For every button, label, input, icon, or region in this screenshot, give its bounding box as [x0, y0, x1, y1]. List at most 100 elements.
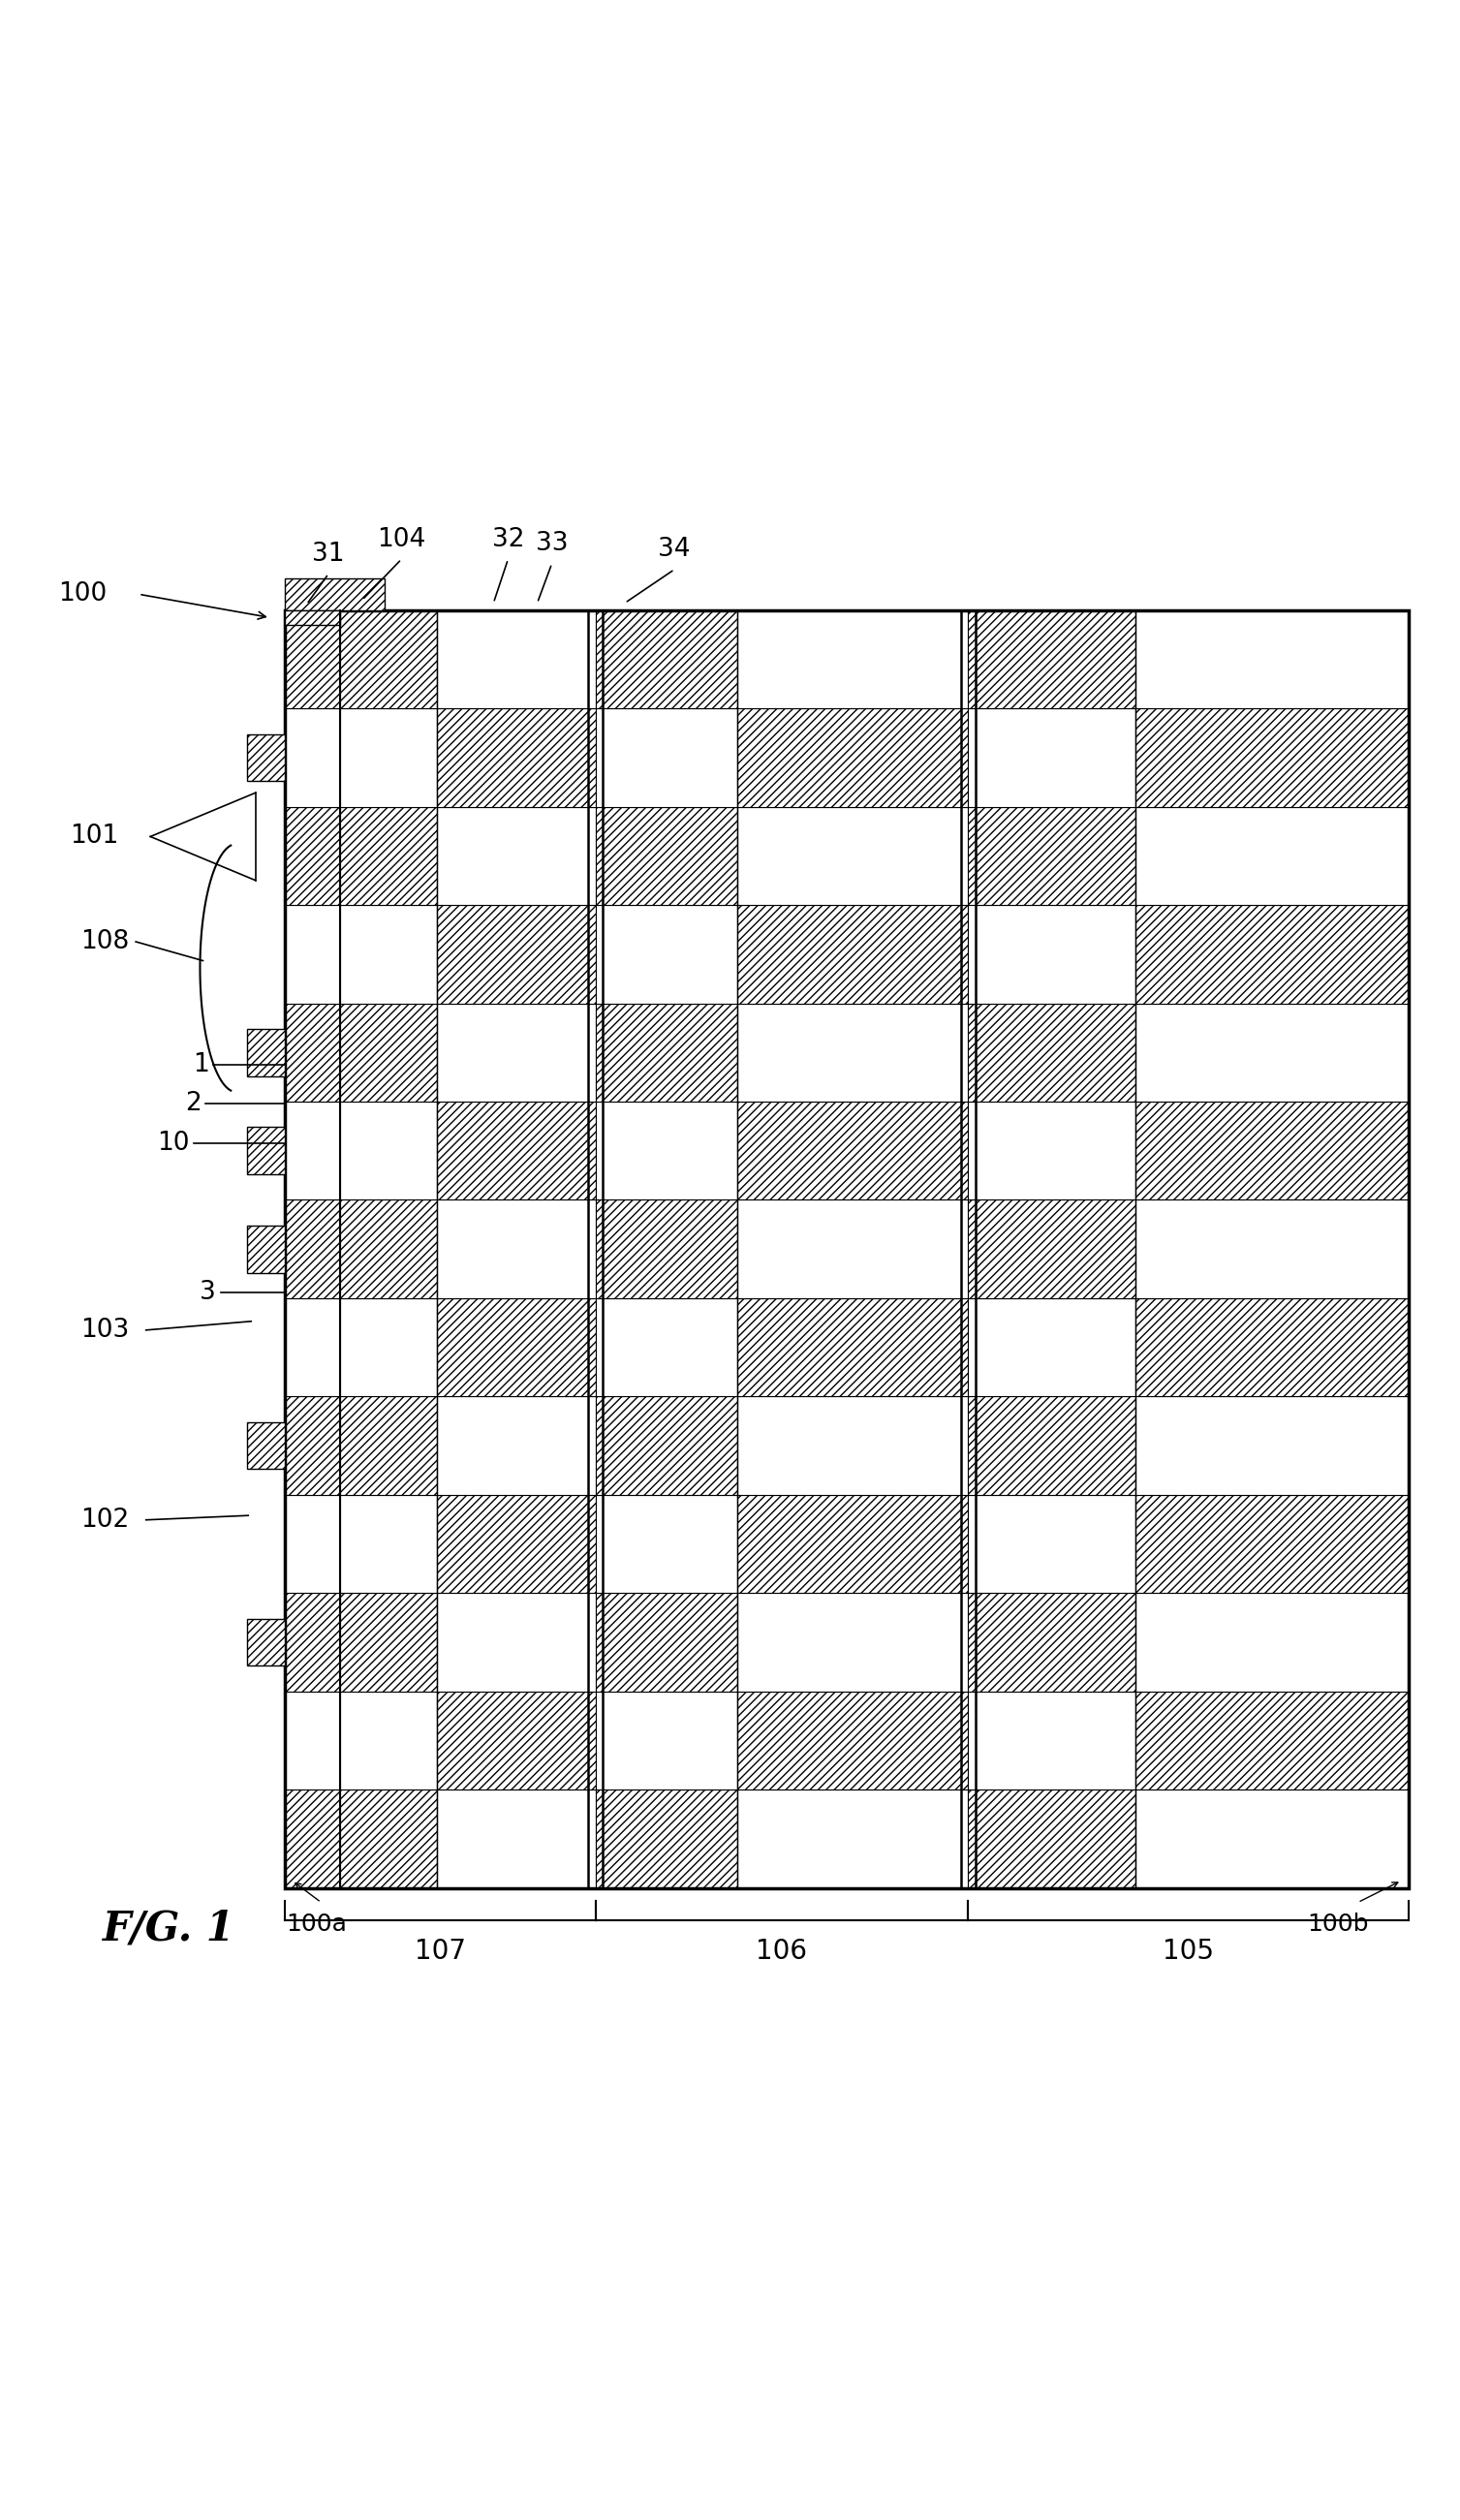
- Bar: [968, 1494, 1136, 1593]
- Bar: [285, 1298, 340, 1396]
- Bar: [285, 577, 384, 610]
- Bar: [968, 905, 1136, 1003]
- Bar: [1136, 1396, 1409, 1494]
- Bar: [438, 1101, 596, 1200]
- Bar: [1136, 1003, 1409, 1101]
- Bar: [285, 806, 340, 905]
- Text: 107: 107: [415, 1938, 466, 1966]
- Bar: [285, 1593, 340, 1691]
- Bar: [438, 905, 596, 1003]
- Bar: [285, 1691, 340, 1789]
- Bar: [340, 1101, 438, 1200]
- Bar: [340, 1593, 438, 1691]
- Bar: [340, 1003, 438, 1101]
- Bar: [340, 1789, 438, 1887]
- Bar: [340, 1396, 438, 1494]
- Bar: [438, 610, 596, 708]
- Bar: [737, 1101, 968, 1200]
- Bar: [285, 905, 340, 1003]
- Bar: [340, 1494, 438, 1593]
- Bar: [340, 1200, 438, 1298]
- Text: 34: 34: [658, 537, 691, 562]
- Bar: [596, 610, 737, 708]
- Bar: [438, 708, 596, 806]
- Text: 105: 105: [1162, 1938, 1215, 1966]
- Bar: [737, 1298, 968, 1396]
- Bar: [285, 610, 1409, 1887]
- Bar: [438, 1003, 596, 1101]
- Bar: [1136, 1200, 1409, 1298]
- Bar: [968, 610, 1136, 708]
- Bar: [1136, 610, 1409, 708]
- Bar: [737, 806, 968, 905]
- Text: 2: 2: [185, 1091, 201, 1116]
- Bar: [1136, 1593, 1409, 1691]
- Bar: [247, 1421, 285, 1469]
- Bar: [340, 1691, 438, 1789]
- Bar: [737, 610, 968, 708]
- Bar: [438, 1789, 596, 1887]
- Bar: [1136, 708, 1409, 806]
- Text: 100b: 100b: [1307, 1913, 1368, 1935]
- Bar: [247, 1618, 285, 1666]
- Bar: [596, 1789, 737, 1887]
- Bar: [438, 1200, 596, 1298]
- Bar: [968, 1396, 1136, 1494]
- Text: 3: 3: [200, 1280, 216, 1305]
- Text: 32: 32: [492, 527, 524, 552]
- Bar: [1136, 1101, 1409, 1200]
- Bar: [596, 708, 737, 806]
- Bar: [737, 1494, 968, 1593]
- Bar: [737, 1200, 968, 1298]
- Bar: [247, 1225, 285, 1273]
- Bar: [968, 1593, 1136, 1691]
- Bar: [247, 733, 285, 781]
- Text: 10: 10: [158, 1131, 190, 1157]
- Bar: [596, 1691, 737, 1789]
- Bar: [1136, 1789, 1409, 1887]
- Text: 108: 108: [80, 930, 128, 955]
- Bar: [968, 1101, 1136, 1200]
- Bar: [340, 905, 438, 1003]
- Bar: [285, 610, 340, 625]
- Bar: [285, 1789, 340, 1887]
- Text: 1: 1: [193, 1051, 209, 1076]
- Bar: [596, 1593, 737, 1691]
- Bar: [285, 610, 340, 708]
- Bar: [285, 1200, 340, 1298]
- Text: 104: 104: [377, 527, 426, 552]
- Bar: [340, 708, 438, 806]
- Bar: [340, 806, 438, 905]
- Bar: [340, 1298, 438, 1396]
- Bar: [968, 1691, 1136, 1789]
- Text: F/G. 1: F/G. 1: [102, 1908, 235, 1948]
- Bar: [968, 708, 1136, 806]
- Bar: [737, 1593, 968, 1691]
- Bar: [285, 1396, 340, 1494]
- Bar: [438, 1298, 596, 1396]
- Text: 103: 103: [80, 1318, 128, 1343]
- Bar: [285, 1101, 340, 1200]
- Bar: [737, 1691, 968, 1789]
- Bar: [1136, 1298, 1409, 1396]
- Bar: [340, 610, 438, 708]
- Bar: [438, 1396, 596, 1494]
- Bar: [968, 1298, 1136, 1396]
- Text: 31: 31: [312, 542, 345, 567]
- Bar: [737, 708, 968, 806]
- Bar: [596, 1396, 737, 1494]
- Bar: [968, 1200, 1136, 1298]
- Bar: [737, 1003, 968, 1101]
- Bar: [596, 1200, 737, 1298]
- Bar: [596, 1003, 737, 1101]
- Bar: [438, 1593, 596, 1691]
- Bar: [1136, 806, 1409, 905]
- Bar: [596, 806, 737, 905]
- Bar: [596, 1494, 737, 1593]
- Bar: [438, 1494, 596, 1593]
- Text: 101: 101: [70, 824, 118, 849]
- Bar: [968, 1003, 1136, 1101]
- Bar: [247, 1028, 285, 1076]
- Bar: [737, 1789, 968, 1887]
- Text: 100a: 100a: [286, 1913, 347, 1935]
